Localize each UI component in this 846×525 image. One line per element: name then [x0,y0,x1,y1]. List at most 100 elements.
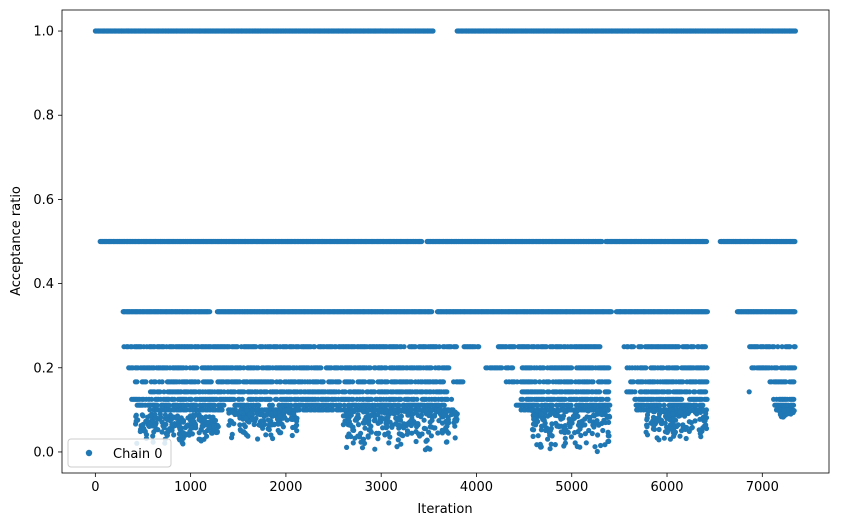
data-point [643,365,649,371]
data-point [169,422,175,428]
data-point [535,433,541,439]
data-point [632,389,638,395]
data-points [92,28,799,455]
data-point [417,433,423,439]
data-point [143,379,149,385]
data-point [431,412,438,418]
data-point [263,412,269,418]
data-point [207,309,213,315]
data-point [291,411,297,417]
data-point [241,422,247,428]
data-point [195,379,201,385]
data-point [380,416,387,422]
data-point [791,379,797,385]
data-point [275,427,281,434]
data-point [212,417,219,424]
data-point [370,379,376,385]
data-point [746,389,752,395]
data-point [280,424,286,430]
data-point [597,389,603,395]
data-point [608,309,615,315]
data-point [427,419,433,425]
data-point [318,365,324,371]
data-point [196,430,202,436]
data-point [177,437,183,443]
data-point [427,411,433,417]
data-point [703,389,709,395]
data-point [180,430,187,436]
data-point [268,432,274,438]
data-point [589,430,595,437]
data-point [263,432,269,438]
data-point [164,432,170,438]
data-point [277,413,283,419]
data-point [221,402,227,408]
data-point [269,402,275,408]
data-point [288,416,295,422]
data-point [598,442,604,449]
data-point [548,441,554,447]
data-point [350,440,356,446]
data-point [343,407,349,413]
data-point [594,448,600,455]
data-point [188,425,194,431]
data-point [152,412,158,418]
data-point [232,411,238,418]
data-point [453,418,459,424]
data-point [597,344,603,350]
data-point [293,423,299,429]
data-point [206,424,212,430]
data-point [245,433,251,439]
data-point [201,417,207,423]
data-point [243,415,249,421]
data-point [372,446,378,452]
data-point [219,407,225,413]
data-point [161,425,167,431]
data-point [700,402,706,408]
data-point [425,445,431,451]
data-point [443,418,449,424]
data-point [187,413,193,419]
data-point [133,418,139,424]
data-point [574,408,580,414]
data-point [371,418,377,424]
data-point [791,396,797,402]
data-point [367,426,373,432]
data-point [436,418,442,424]
data-point [441,402,447,408]
data-point [204,433,210,439]
data-point [268,422,274,428]
data-point [348,422,354,428]
data-point [792,365,798,371]
data-point [460,379,466,385]
data-point [231,421,237,427]
data-point [340,413,346,419]
data-point [372,407,378,413]
data-point [178,418,185,425]
data-point [385,414,391,420]
data-point [569,365,575,371]
data-point [393,421,399,427]
data-point [382,431,388,437]
data-point [266,427,272,433]
data-point [267,396,273,402]
data-point [375,436,381,442]
data-point [147,413,153,419]
data-point [435,430,441,436]
data-point [347,410,354,416]
data-point [418,414,424,420]
data-point [198,438,204,444]
data-point [414,396,420,402]
data-point [606,379,612,385]
data-point [180,441,186,447]
data-point [360,409,367,415]
data-point [133,412,139,418]
data-point [606,389,612,395]
data-point [440,379,446,385]
data-point [169,427,175,433]
data-point [366,421,372,427]
data-point [431,425,437,431]
data-point [350,379,356,385]
data-point [256,402,262,408]
